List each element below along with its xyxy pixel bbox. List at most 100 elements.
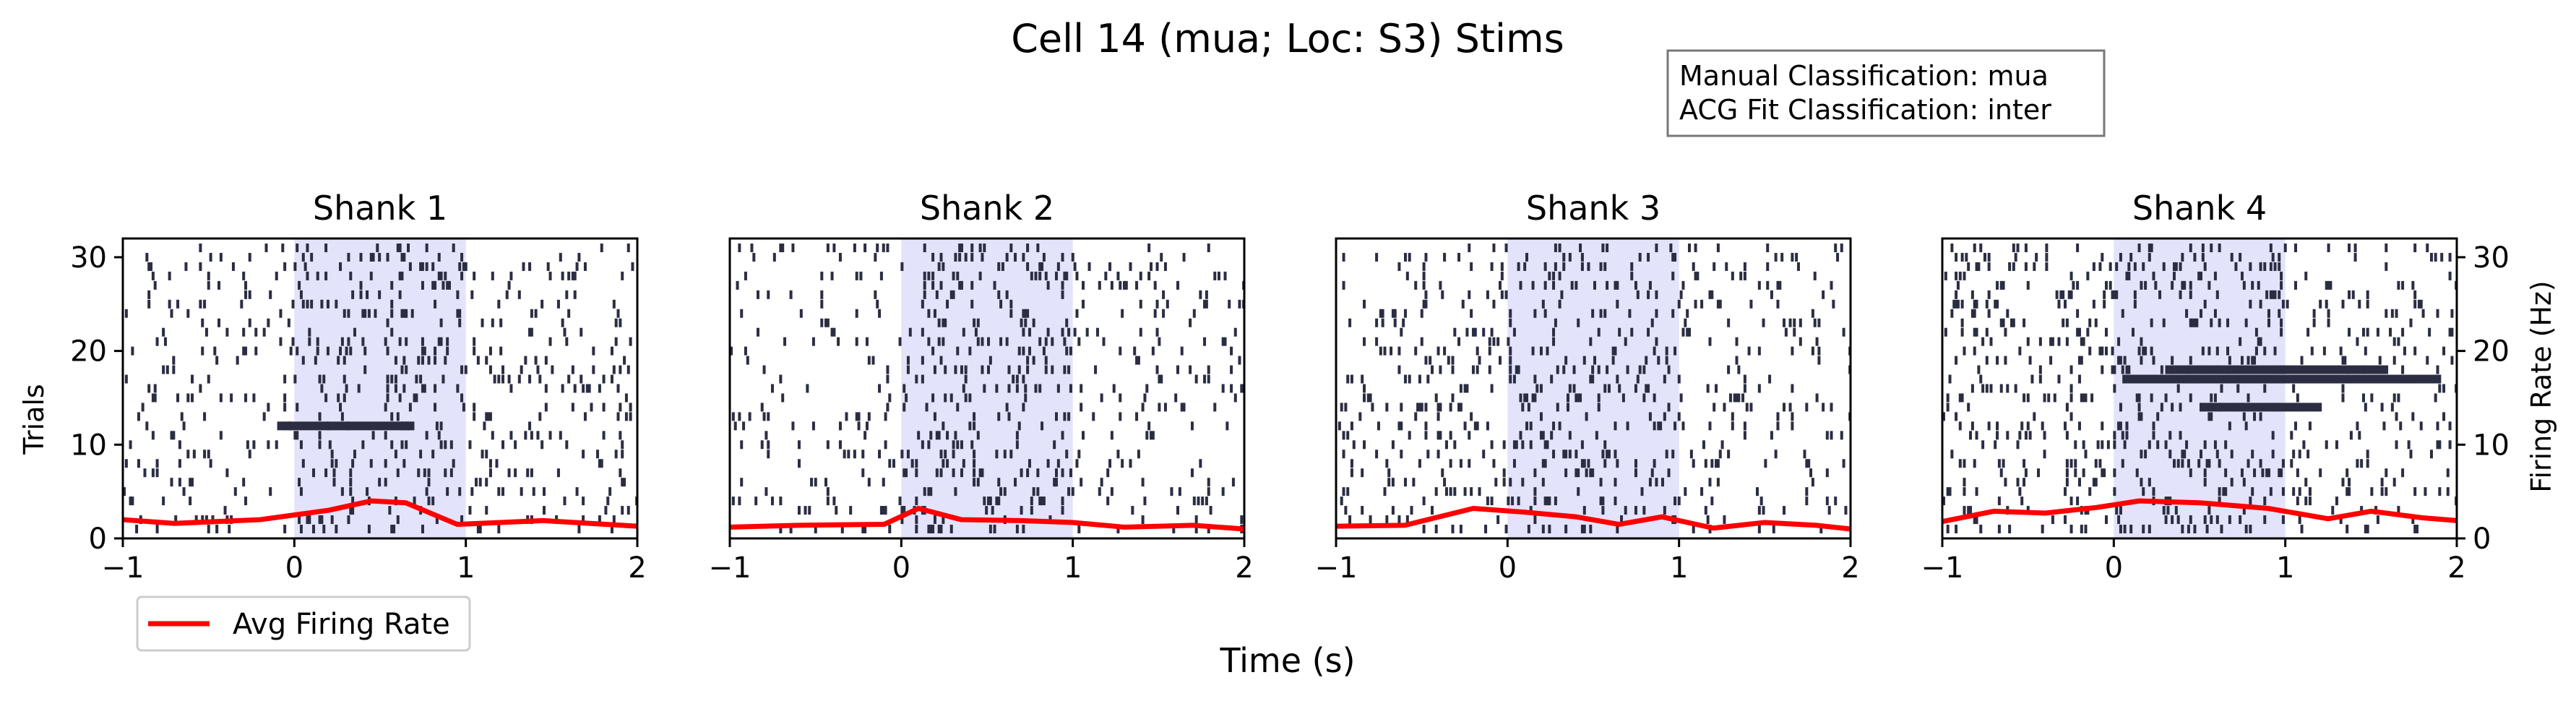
spike-mark	[363, 309, 367, 318]
spike-mark	[968, 421, 972, 431]
spike-raster	[730, 243, 1246, 534]
spike-mark	[324, 468, 328, 478]
spike-mark	[386, 252, 389, 262]
spike-mark	[2345, 468, 2349, 478]
spike-mark	[291, 299, 295, 309]
spike-mark	[573, 384, 577, 393]
spike-mark	[514, 468, 517, 478]
spike-mark	[1436, 346, 1440, 356]
spike-mark	[514, 440, 517, 450]
spike-mark	[339, 346, 343, 356]
spike-mark	[1791, 412, 1794, 421]
spike-mark	[2220, 525, 2223, 534]
spike-mark	[1492, 299, 1496, 309]
spike-mark	[2024, 243, 2028, 252]
spike-mark	[1587, 459, 1590, 468]
spike-mark	[151, 468, 155, 478]
spike-mark	[736, 280, 739, 290]
spike-mark	[303, 262, 307, 271]
spike-mark	[2119, 525, 2122, 534]
spike-mark	[2160, 403, 2163, 412]
spike-mark	[460, 252, 464, 262]
spike-mark	[1533, 496, 1537, 506]
spike-mark	[544, 403, 548, 412]
spike-mark	[2101, 365, 2104, 374]
spike-mark	[1468, 431, 1471, 440]
spike-mark	[318, 374, 322, 384]
spike-mark	[1671, 450, 1675, 459]
spike-mark	[738, 412, 741, 421]
spike-mark	[1381, 309, 1384, 318]
spike-mark	[915, 515, 918, 525]
spike-mark	[390, 280, 394, 290]
spike-mark	[495, 459, 499, 468]
spike-mark	[1238, 356, 1241, 365]
spike-mark	[2076, 327, 2080, 337]
spike-mark	[981, 252, 984, 262]
spike-mark	[1521, 403, 1525, 412]
spike-mark	[1449, 431, 1452, 440]
spike-mark	[2125, 365, 2129, 374]
spike-mark	[1601, 506, 1605, 515]
spike-mark	[1624, 506, 1627, 515]
spike-mark	[1599, 478, 1603, 487]
spike-mark	[1468, 243, 1471, 252]
spike-mark	[583, 262, 587, 271]
spike-mark	[394, 374, 397, 384]
spike-mark	[1007, 412, 1011, 421]
spike-mark	[2244, 318, 2248, 327]
spike-mark	[799, 309, 803, 318]
spike-mark	[582, 450, 585, 459]
spike-mark	[1496, 337, 1500, 346]
spike-mark	[2077, 374, 2081, 384]
spike-mark	[1015, 374, 1019, 384]
spike-mark	[888, 393, 892, 403]
spike-mark	[1667, 365, 1671, 374]
spike-mark	[151, 431, 155, 440]
spike-mark	[1575, 280, 1578, 290]
spike-mark	[1585, 468, 1588, 478]
spike-mark	[1618, 327, 1621, 337]
spike-mark	[347, 337, 350, 346]
spike-mark	[1176, 506, 1180, 515]
spike-mark	[1541, 525, 1545, 534]
spike-mark	[2197, 459, 2201, 468]
spike-mark	[254, 327, 258, 337]
spike-mark	[501, 440, 505, 450]
spike-mark	[507, 468, 511, 478]
spike-mark	[242, 478, 246, 487]
spike-mark	[1515, 440, 1518, 450]
spike-mark	[1422, 262, 1426, 271]
spike-mark	[1155, 299, 1159, 309]
spike-mark	[452, 243, 455, 252]
spike-mark	[2401, 365, 2405, 374]
spike-mark	[1770, 290, 1773, 299]
spike-mark	[233, 487, 237, 496]
spike-mark	[1017, 346, 1021, 356]
y-tick-label: 20	[2473, 335, 2510, 369]
spike-mark	[2117, 515, 2121, 525]
spike-mark	[1139, 327, 1142, 337]
spike-mark	[2076, 243, 2080, 252]
spike-mark	[1203, 299, 1207, 309]
spike-mark	[1946, 393, 1950, 403]
spike-mark	[1199, 290, 1202, 299]
spike-mark	[390, 374, 394, 384]
spike-mark	[1444, 487, 1448, 496]
spike-mark	[903, 384, 906, 393]
spike-mark	[878, 450, 882, 459]
spike-mark	[1568, 431, 1572, 440]
spike-mark	[978, 243, 982, 252]
spike-mark	[396, 468, 400, 478]
spike-mark	[487, 412, 491, 421]
spike-mark	[876, 299, 879, 309]
spike-mark	[2077, 478, 2081, 487]
spike-mark	[582, 384, 585, 393]
spike-mark	[952, 290, 955, 299]
spike-mark	[1116, 450, 1120, 459]
spike-mark	[1441, 290, 1444, 299]
spike-mark	[571, 271, 574, 280]
spike-mark	[2327, 309, 2330, 318]
spike-mark	[915, 525, 918, 534]
spike-mark	[417, 468, 421, 478]
